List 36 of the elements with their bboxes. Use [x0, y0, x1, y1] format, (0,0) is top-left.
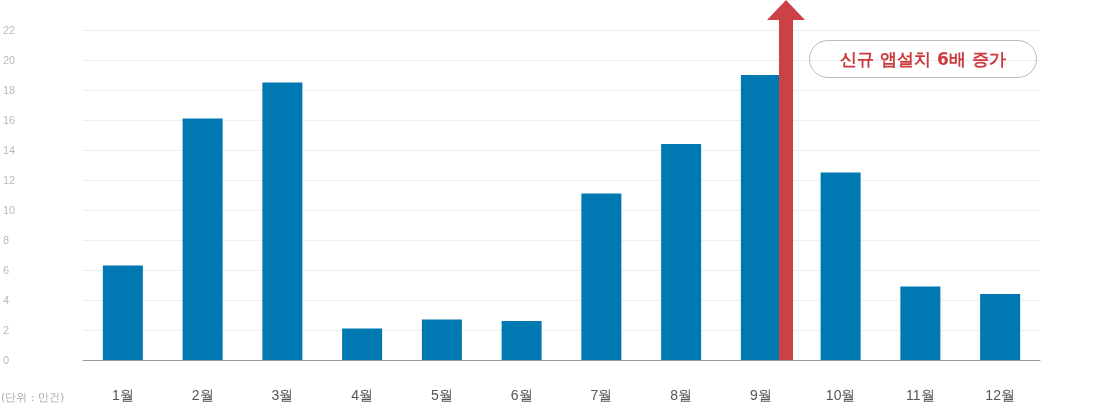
- bar: [342, 328, 383, 360]
- x-tick-label: 3월: [271, 387, 294, 403]
- bar: [262, 82, 303, 360]
- x-tick-label: 6월: [510, 387, 533, 403]
- x-tick-label: 5월: [430, 387, 453, 403]
- text: (단위 : 만건): [1, 390, 65, 405]
- bar: [501, 321, 542, 360]
- y-tick-label: 6: [3, 264, 10, 276]
- y-tick-label: 0: [3, 354, 10, 366]
- y-tick-label: 2: [3, 324, 10, 336]
- x-tick-label: 1월: [111, 387, 134, 403]
- y-tick-label: 18: [3, 84, 16, 96]
- x-tick-label: 7월: [590, 387, 613, 403]
- x-tick-label: 11월: [906, 387, 935, 403]
- y-tick-label: 12: [3, 174, 16, 186]
- bar: [421, 319, 462, 360]
- x-tick-label: 10월: [825, 387, 856, 403]
- x-tick-label: 8월: [670, 387, 693, 403]
- bar: [980, 294, 1021, 360]
- x-tick-label: 9월: [749, 387, 772, 403]
- bar: [182, 118, 223, 360]
- bar: [581, 193, 622, 360]
- x-tick-label: 2월: [191, 387, 214, 403]
- bar: [900, 286, 941, 360]
- x-tick-label: 4월: [351, 387, 374, 403]
- y-tick-label: 4: [3, 294, 10, 306]
- bar: [661, 144, 702, 360]
- y-tick-label: 16: [3, 114, 16, 126]
- y-tick-label: 20: [3, 54, 16, 66]
- x-tick-label: 12월: [985, 387, 1015, 403]
- y-tick-label: 22: [3, 24, 16, 36]
- y-tick-label: 8: [3, 234, 10, 246]
- bar: [820, 172, 861, 360]
- y-tick-label: 14: [3, 144, 16, 156]
- y-tick-label: 10: [3, 204, 16, 216]
- bar: [102, 265, 143, 360]
